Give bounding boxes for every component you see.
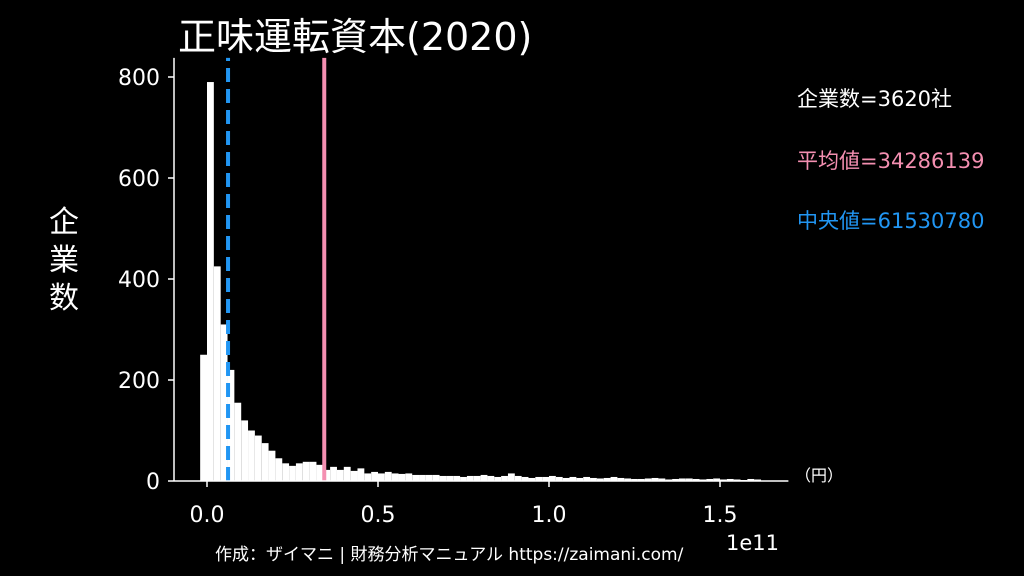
histogram-bar [480,474,488,481]
histogram-bar [514,475,522,481]
credit-text: 作成：ザイマニ | 財務分析マニュアル https://zaimani.com/ [215,545,684,565]
histogram-bar [692,478,700,481]
histogram-bar [254,435,262,481]
histogram-bar [275,458,283,481]
histogram-bar [720,479,727,481]
histogram-bar [343,466,351,481]
histogram-bar [419,474,426,481]
histogram-bar [651,477,659,481]
histogram-bar [658,478,666,481]
histogram-bar [378,473,385,481]
x-unit-label: （円） [795,466,844,485]
histogram-bar [412,474,420,481]
histogram-bar [405,473,413,481]
histogram-bar [384,471,392,481]
histogram-bar [699,479,707,481]
histogram-bar [364,473,372,481]
histogram-bar [521,476,529,481]
histogram-bar [220,324,228,481]
histogram-bar [248,430,255,481]
histogram-bar [466,475,474,481]
histogram-bar [665,479,673,481]
histogram-bar [754,479,762,481]
chart-title: 正味運転資本(2020) [178,15,533,59]
histogram-bar [460,476,467,481]
histogram-bar [747,478,755,481]
histogram-bar [453,475,461,481]
histogram-bar [507,473,515,481]
histogram-bar [357,468,365,481]
histogram-bar [542,476,549,481]
x-tick-label: 0.0 [190,503,225,528]
histogram-bar [596,478,604,481]
histogram-bar [562,477,570,481]
histogram-bar [323,469,331,481]
mean-label: 平均値=34286139 [797,149,985,173]
histogram-bar [330,466,337,481]
histogram-bar [603,477,611,481]
histogram-bar [590,477,597,481]
histogram-bar [631,478,638,481]
y-tick-label: 200 [118,369,160,394]
histogram-bar [487,475,495,481]
histogram-bar [289,465,296,481]
y-tick-label: 600 [118,167,160,192]
histogram-bar [678,478,686,481]
y-tick-label: 400 [118,268,160,293]
histogram-bar [473,475,481,481]
histogram-bar [713,478,720,481]
histogram-bar [282,463,290,481]
x-exponent-label: 1e11 [726,531,780,555]
histogram-bar [234,402,242,481]
histogram-bar [528,477,536,481]
histogram-bar [295,463,303,481]
histogram-bar [309,461,317,481]
histogram-bar [425,474,433,481]
histogram-bar [268,450,276,481]
histogram-bar [439,475,447,481]
histogram-bar [446,475,454,481]
histogram-bar [398,473,406,481]
histogram-bar [706,478,714,481]
histogram-bar [576,477,584,481]
histogram-bar [549,475,556,481]
histogram-bar [685,478,693,481]
x-tick-label: 1.0 [532,503,567,528]
histogram-bar [644,478,652,481]
x-tick-label: 1.5 [703,503,738,528]
histogram-bar [350,470,358,481]
histogram-bar [610,476,618,481]
histogram-bar [617,477,625,481]
histogram-bar [555,476,563,481]
histogram-bar [494,476,502,481]
histogram-bar [535,476,543,481]
x-tick-label: 0.5 [361,503,396,528]
histogram-bar [241,420,249,481]
histogram-bar [200,354,207,481]
histogram-bar [336,469,344,481]
histogram-bar [302,461,310,481]
histogram-bar [227,369,235,481]
histogram-bar [207,82,214,482]
y-tick-label: 0 [146,470,160,495]
histogram-bar [316,464,324,481]
histogram-bar [733,479,741,481]
histogram-bar [672,478,679,481]
y-tick-label: 800 [118,66,160,91]
histogram-bar [371,471,378,481]
histogram-bar [637,478,645,481]
y-axis-label: 企業数 [49,205,79,316]
histogram-bar [583,476,591,481]
histogram-bar [391,473,399,481]
histogram-bar [726,478,734,481]
company-count-label: 企業数=3620社 [797,87,953,111]
histogram-bar [501,475,508,481]
histogram-bar [624,478,632,481]
histogram-bar [569,476,577,481]
histogram-bar [261,443,269,481]
median-label: 中央値=61530780 [797,209,985,233]
histogram-bar [213,266,221,481]
histogram-bar [432,474,440,481]
